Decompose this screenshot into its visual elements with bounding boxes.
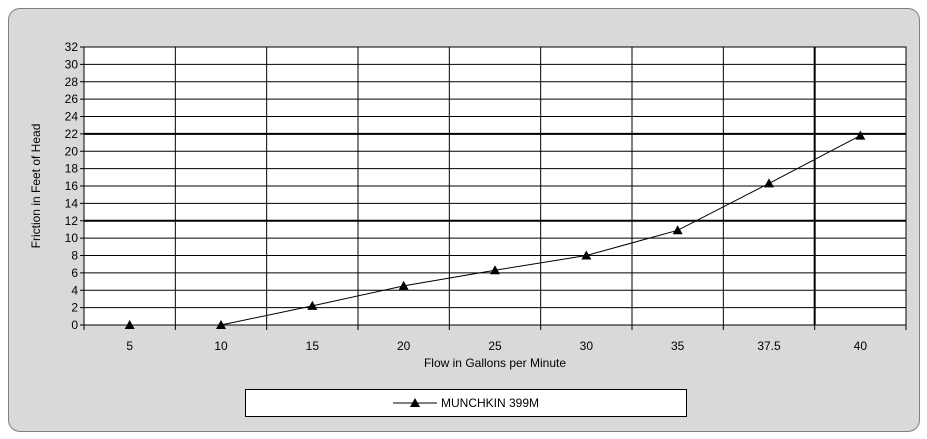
legend: MUNCHKIN 399M: [245, 389, 687, 417]
x-tick-label: 35: [671, 339, 685, 353]
data-point-marker: [581, 250, 592, 260]
x-tick-label: 10: [214, 339, 228, 353]
data-point-marker: [855, 130, 866, 140]
y-tick-label: 6: [71, 266, 78, 280]
y-tick-label: 4: [71, 283, 78, 297]
data-point-marker: [216, 320, 226, 329]
x-tick-label: 37.5: [757, 339, 781, 353]
y-tick-label: 18: [65, 162, 79, 176]
data-point-marker: [124, 320, 135, 329]
y-tick-label: 8: [71, 249, 78, 263]
y-tick-label: 16: [65, 179, 79, 193]
y-tick-label: 32: [65, 40, 79, 54]
data-point-marker: [307, 300, 318, 310]
y-tick-label: 2: [71, 301, 78, 315]
y-tick-label: 20: [65, 144, 79, 158]
y-tick-label: 24: [65, 110, 79, 124]
series-group: [124, 130, 866, 329]
x-axis-ticks: 5 10 15 20 25 30 35 37.5 40: [83, 325, 907, 353]
y-tick-label: 14: [65, 196, 79, 210]
y-tick-label: 10: [65, 231, 79, 245]
data-point-marker: [672, 225, 683, 235]
y-tick-label: 28: [65, 75, 79, 89]
x-tick-label: 5: [126, 339, 133, 353]
y-tick-label: 30: [65, 57, 79, 71]
y-tick-label: 26: [65, 92, 79, 106]
x-tick-label: 25: [488, 339, 502, 353]
data-point-marker: [490, 265, 500, 275]
x-tick-label: 30: [580, 339, 594, 353]
x-axis-label: Flow in Gallons per Minute: [424, 356, 566, 370]
data-point-marker: [398, 280, 409, 290]
y-tick-label: 0: [71, 318, 78, 332]
data-point-marker: [764, 178, 774, 188]
legend-series-label: MUNCHKIN 399M: [440, 396, 539, 410]
x-tick-label: 15: [306, 339, 320, 353]
legend-line-triangle-icon: [392, 398, 437, 407]
x-tick-label: 20: [397, 339, 411, 353]
y-tick-label: 22: [65, 127, 79, 141]
x-tick-label: 40: [854, 339, 868, 353]
y-tick-label: 12: [65, 214, 79, 228]
y-axis-label: Friction in Feet of Head: [29, 124, 43, 249]
